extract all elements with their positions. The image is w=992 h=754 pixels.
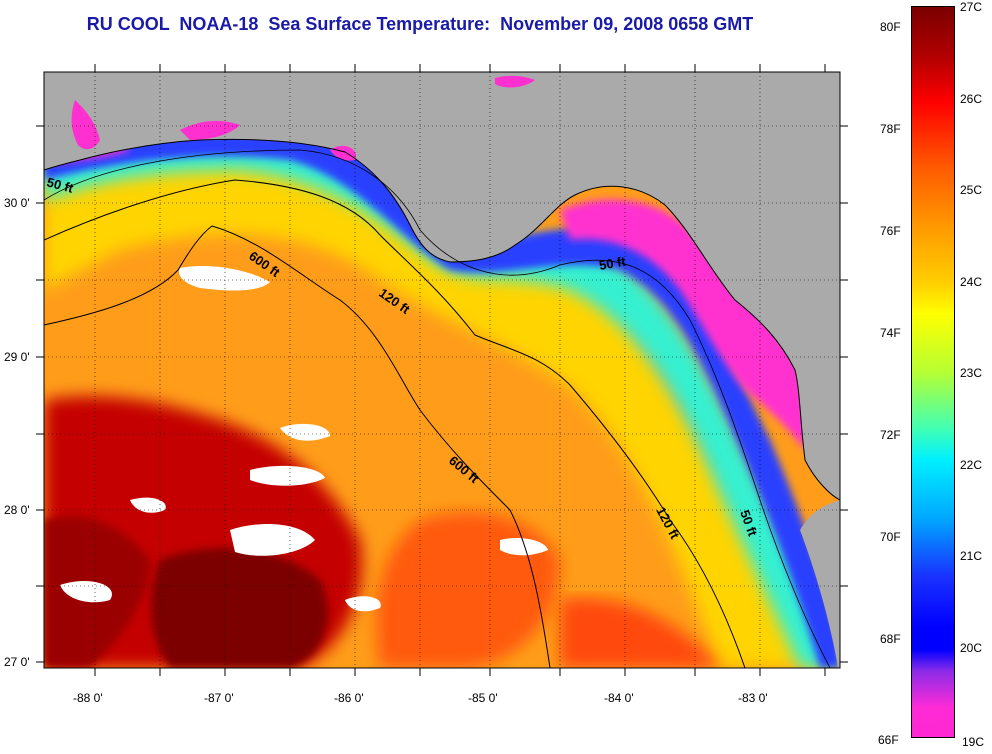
cb-f-80: 80F (880, 20, 901, 34)
cb-c-27: 27C (960, 0, 983, 14)
cb-c-25: 25C (960, 183, 983, 197)
cb-c-22: 22C (960, 458, 983, 472)
lat-label-30: 30 0' (4, 196, 30, 210)
lon-label-87: -87 0' (204, 691, 234, 705)
lat-label-28: 28 0' (4, 503, 30, 517)
cb-c-20: 20C (960, 641, 983, 655)
cb-c-24: 24C (960, 275, 983, 289)
cb-c-19: 19C (962, 735, 985, 749)
cb-f-76: 76F (880, 224, 901, 238)
lat-label-29: 29 0' (4, 350, 30, 364)
map-title: RU COOL NOAA-18 Sea Surface Temperature:… (86, 14, 754, 34)
lat-label-27: 27 0' (4, 655, 30, 669)
colorbar (911, 6, 955, 738)
cb-f-74: 74F (880, 326, 901, 340)
contour-label-50ft-west: 50 ft (45, 174, 75, 196)
cb-c-26: 26C (960, 92, 983, 106)
lon-label-83: -83 0' (738, 691, 768, 705)
cb-c-21: 21C (960, 549, 983, 563)
map-field: 50 ft 600 ft 120 ft 50 ft 600 ft 120 ft … (44, 72, 840, 668)
lon-label-86: -86 0' (334, 691, 364, 705)
axis-ticks (36, 64, 848, 676)
lon-label-84: -84 0' (604, 691, 634, 705)
cb-f-68: 68F (880, 632, 901, 646)
cb-c-23: 23C (960, 366, 983, 380)
cb-f-70: 70F (880, 530, 901, 544)
contour-label-50ft-bigbend: 50 ft (598, 253, 628, 273)
lon-label-85: -85 0' (468, 691, 498, 705)
cb-f-72: 72F (880, 428, 901, 442)
map-frame (43, 71, 841, 669)
cb-f-78: 78F (880, 122, 901, 136)
lon-label-88: -88 0' (73, 691, 103, 705)
cb-f-66: 66F (878, 733, 899, 747)
